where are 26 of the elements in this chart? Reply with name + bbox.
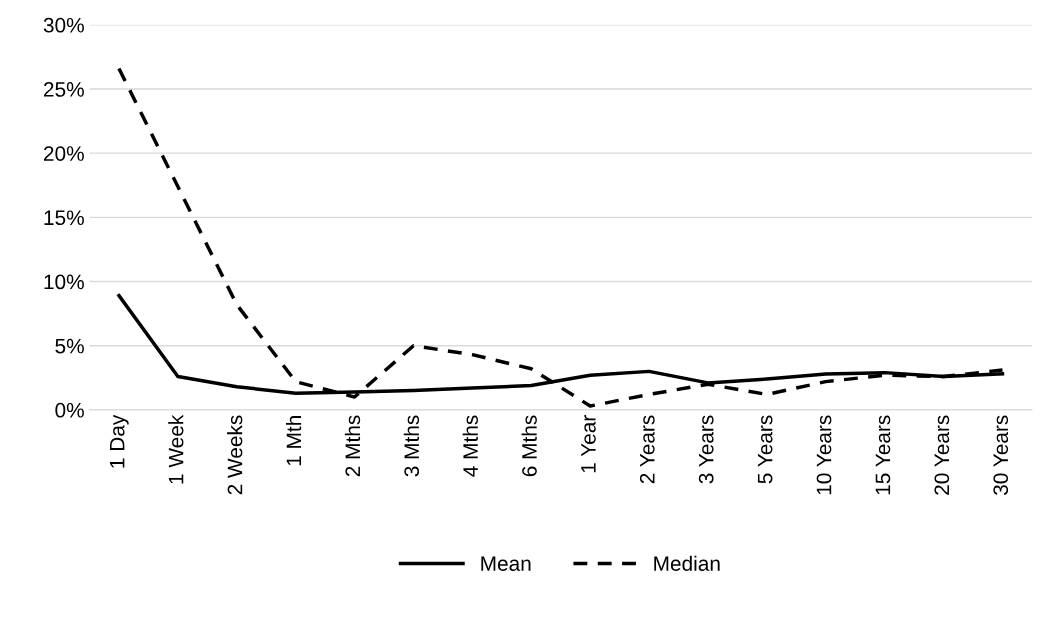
x-tick-label: 4 Mths bbox=[462, 415, 478, 477]
line-series bbox=[117, 66, 1005, 408]
x-tick-label: 1 Day bbox=[110, 414, 129, 468]
x-tick-label: 15 Years bbox=[875, 415, 891, 495]
y-tick-label: 5% bbox=[55, 338, 84, 354]
x-tick-label: 10 Years bbox=[816, 415, 832, 495]
x-tick-label: 20 Years bbox=[934, 415, 950, 495]
legend-label: Median bbox=[654, 555, 720, 571]
x-tick-label: 1 Week bbox=[168, 414, 184, 484]
y-tick-label: 25% bbox=[44, 82, 84, 97]
legend-label: Mean bbox=[481, 556, 531, 571]
y-tick-label: 0% bbox=[55, 402, 84, 418]
x-tick-label: 2 Weeks bbox=[227, 415, 243, 495]
y-tick-label: 20% bbox=[44, 146, 84, 161]
x-tick-label: 5 Years bbox=[757, 415, 773, 484]
x-tick-label: 2 Years bbox=[639, 415, 655, 484]
x-tick-label: 6 Mths bbox=[521, 415, 537, 477]
x-tick-label: 3 Mths bbox=[403, 415, 420, 477]
x-tick-label: 1 Mth bbox=[285, 416, 302, 466]
y-tick-label: 10% bbox=[44, 274, 84, 290]
x-tick-label: 3 Years bbox=[698, 415, 714, 484]
y-tick-label: 15% bbox=[44, 210, 84, 226]
x-tick-label: 2 Mths bbox=[344, 415, 361, 477]
x-tick-label: 1 Year bbox=[581, 415, 596, 473]
x-tick-label: 30 Years bbox=[993, 415, 1009, 496]
y-tick-label: 30% bbox=[43, 17, 84, 33]
